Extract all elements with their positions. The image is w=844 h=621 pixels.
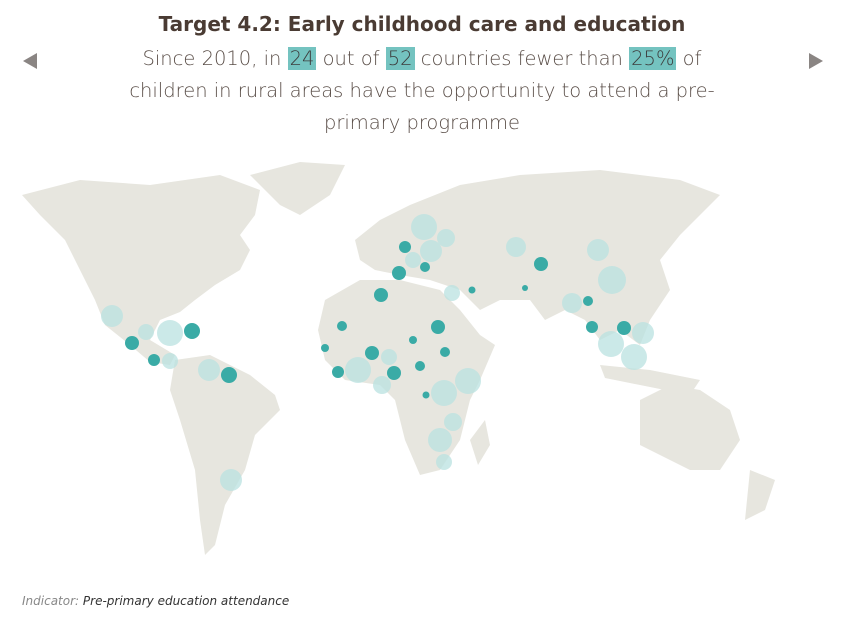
title: Target 4.2: Early childhood care and edu… (158, 12, 686, 36)
bubble (534, 257, 548, 271)
bubble (428, 428, 452, 452)
bubbles (101, 214, 654, 491)
bubble (420, 240, 442, 262)
bubble (405, 252, 421, 268)
bubble (373, 376, 391, 394)
world-map (22, 162, 775, 555)
bubble (431, 320, 445, 334)
bubble (455, 368, 481, 394)
bubble (632, 322, 654, 344)
footer: Indicator: Pre-primary education attenda… (22, 594, 289, 608)
footer-label: Indicator: (22, 594, 80, 608)
bubble (184, 323, 200, 339)
bubble (392, 266, 406, 280)
highlight: 52 (385, 47, 415, 70)
bubble (583, 296, 593, 306)
bubble (337, 321, 347, 331)
bubble (148, 354, 160, 366)
bubble (374, 288, 388, 302)
bubble (586, 321, 598, 333)
prev-arrow[interactable] (22, 52, 38, 70)
bubble (617, 321, 631, 335)
bubble (420, 262, 430, 272)
bubble (422, 391, 430, 399)
bubble (587, 239, 609, 261)
bubble (387, 366, 401, 380)
footer-text: Pre-primary education attendance (82, 594, 290, 608)
bubble (522, 285, 528, 291)
text: countries fewer than (414, 47, 630, 70)
bubble (468, 286, 476, 294)
bubble (506, 237, 526, 257)
next-arrow[interactable] (808, 52, 824, 70)
bubble (332, 366, 344, 378)
bubble (220, 469, 242, 491)
bubble (598, 331, 624, 357)
bubble (598, 266, 626, 294)
subtitle: Since 2010, in 24 out of 52 countries fe… (125, 43, 719, 139)
highlight: 25% (629, 47, 677, 70)
bubble (436, 454, 452, 470)
text: of children in rural areas have the oppo… (129, 47, 715, 134)
bubble (415, 361, 425, 371)
bubble (162, 353, 178, 369)
bubble (399, 241, 411, 253)
bubble (321, 344, 329, 352)
bubble (345, 357, 371, 383)
bubble (444, 413, 462, 431)
land (22, 162, 775, 555)
bubble (440, 347, 450, 357)
bubble (138, 324, 154, 340)
bubble (431, 380, 457, 406)
bubble (621, 344, 647, 370)
bubble (365, 346, 379, 360)
bubble (101, 305, 123, 327)
bubble (562, 293, 582, 313)
text: Since 2010, in (142, 47, 288, 70)
bubble (409, 336, 417, 344)
bubble (198, 359, 220, 381)
bubble (411, 214, 437, 240)
bubble (381, 349, 397, 365)
bubble (221, 367, 237, 383)
bubble (437, 229, 455, 247)
bubble (157, 320, 183, 346)
highlight: 24 (287, 47, 317, 70)
bubble (125, 336, 139, 350)
bubble (444, 285, 460, 301)
text: out of (316, 47, 386, 70)
